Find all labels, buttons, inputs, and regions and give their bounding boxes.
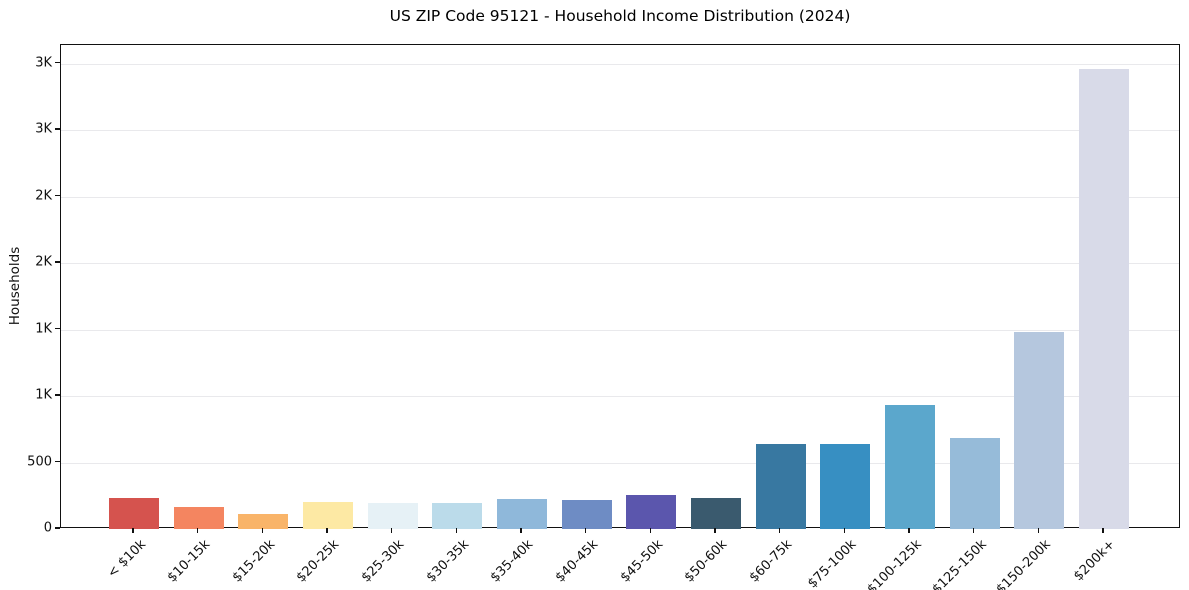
bar-$60-75k bbox=[755, 443, 806, 529]
bar-$35-40k bbox=[497, 498, 547, 529]
x-tick-mark bbox=[584, 528, 587, 533]
x-tick-mark bbox=[326, 528, 328, 533]
y-tick-label: 2K bbox=[35, 254, 52, 270]
bar-$25-30k bbox=[367, 502, 418, 529]
y-tick-label: 1K bbox=[35, 387, 52, 403]
y-tick-mark bbox=[55, 527, 60, 529]
bar-$200k+ bbox=[1079, 68, 1129, 529]
y-tick-label: 0 bbox=[43, 520, 52, 536]
x-tick-mark bbox=[714, 528, 716, 533]
gridline-500 bbox=[61, 462, 1179, 464]
y-tick-mark bbox=[55, 261, 60, 263]
x-tick-mark bbox=[455, 528, 458, 533]
x-tick-mark bbox=[520, 528, 522, 533]
gridline-1K bbox=[61, 396, 1179, 398]
bar-$50-60k bbox=[691, 498, 741, 529]
plot-area bbox=[60, 44, 1180, 529]
y-tick-mark bbox=[55, 327, 60, 330]
x-tick-label: $20-25k bbox=[294, 537, 343, 586]
bar-$45-50k bbox=[626, 495, 677, 529]
x-tick-mark bbox=[390, 528, 393, 533]
x-tick-label: $30-35k bbox=[423, 537, 472, 586]
bar-$15-20k bbox=[238, 514, 289, 529]
x-tick-label: $50-60k bbox=[682, 537, 731, 586]
y-tick-mark bbox=[55, 194, 60, 197]
gridline-3K bbox=[61, 130, 1179, 132]
bar-$150-200k bbox=[1014, 332, 1065, 529]
y-tick-label: 500 bbox=[27, 454, 52, 470]
y-tick-mark bbox=[55, 128, 60, 130]
bar-< $10k bbox=[109, 498, 159, 529]
x-tick-label: $35-40k bbox=[488, 537, 537, 586]
x-tick-mark bbox=[261, 528, 264, 533]
x-tick-label: $25-30k bbox=[358, 537, 408, 586]
x-tick-label: < $10k bbox=[104, 537, 149, 582]
y-tick-label: 2K bbox=[35, 188, 52, 204]
gridline-2K bbox=[61, 263, 1179, 265]
x-tick-mark bbox=[196, 528, 199, 533]
y-tick-label: 3K bbox=[35, 121, 52, 137]
x-tick-label: $15-20k bbox=[229, 537, 278, 586]
y-tick-label: 1K bbox=[35, 321, 52, 337]
x-tick-mark bbox=[1037, 528, 1040, 533]
x-tick-mark bbox=[649, 528, 652, 533]
x-tick-label: $10-15k bbox=[164, 537, 214, 586]
gridline-3K bbox=[61, 63, 1179, 65]
x-tick-label: $150-200k bbox=[993, 537, 1054, 590]
x-tick-label: $40-45k bbox=[552, 537, 602, 586]
x-tick-label: $200k+ bbox=[1071, 537, 1119, 585]
x-tick-label: $45-50k bbox=[617, 537, 666, 586]
bar-$125-150k bbox=[949, 438, 1000, 529]
x-tick-label: $100-125k bbox=[864, 537, 925, 590]
gridline-1K bbox=[61, 329, 1179, 331]
bar-$10-15k bbox=[173, 507, 224, 529]
x-tick-mark bbox=[778, 528, 781, 533]
y-tick-label: 3K bbox=[35, 55, 52, 71]
x-tick-mark bbox=[843, 528, 846, 533]
chart-title: US ZIP Code 95121 - Household Income Dis… bbox=[389, 7, 851, 25]
x-tick-mark bbox=[132, 528, 134, 533]
x-tick-mark bbox=[1102, 528, 1104, 533]
bar-$30-35k bbox=[432, 503, 483, 529]
bar-$40-45k bbox=[561, 499, 612, 529]
x-tick-label: $60-75k bbox=[746, 537, 796, 586]
y-tick-mark bbox=[55, 460, 60, 463]
x-tick-mark bbox=[972, 528, 975, 533]
bar-$100-125k bbox=[885, 404, 935, 529]
y-tick-mark bbox=[55, 61, 60, 64]
x-tick-label: $75-100k bbox=[805, 537, 860, 590]
bar-$75-100k bbox=[820, 443, 871, 529]
x-tick-label: $125-150k bbox=[929, 537, 990, 590]
x-tick-mark bbox=[908, 528, 910, 533]
gridline-2K bbox=[61, 196, 1179, 198]
bar-$20-25k bbox=[303, 501, 353, 529]
y-tick-mark bbox=[55, 394, 60, 396]
